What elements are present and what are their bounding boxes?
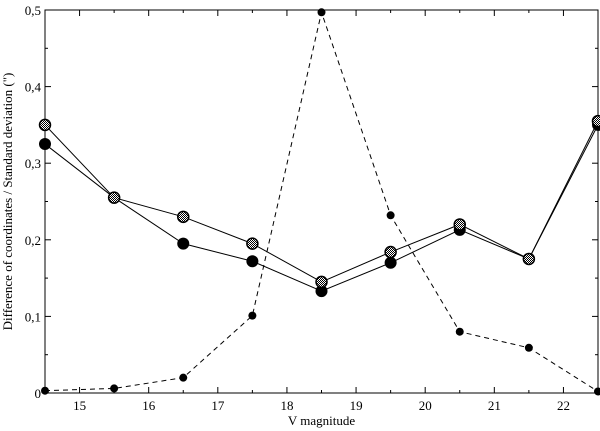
data-point (386, 211, 395, 220)
x-tick-label: 19 (350, 398, 363, 413)
data-point (246, 237, 259, 250)
data-point (315, 275, 328, 289)
series-3 (41, 8, 600, 396)
data-point (39, 138, 51, 151)
y-tick-label: 0,5 (25, 3, 41, 18)
axis-ticks: 15 16 17 18 19 20 21 22 0 0,1 0,2 0,3 0,4 0,5 (25, 3, 599, 413)
data-point (179, 373, 188, 382)
x-tick-label: 22 (557, 398, 570, 413)
data-point (522, 252, 536, 266)
x-tick-label: 16 (142, 398, 156, 413)
data-point (453, 218, 466, 231)
series-layer (38, 8, 600, 396)
data-point (591, 114, 600, 128)
data-point (455, 327, 464, 336)
x-tick-label: 18 (280, 398, 293, 413)
x-tick-label: 20 (419, 398, 432, 413)
y-tick-label: 0,2 (25, 233, 41, 248)
x-tick-label: 15 (73, 398, 86, 413)
x-tick-label: 17 (211, 398, 225, 413)
data-point (384, 245, 397, 259)
series-line (44, 124, 599, 292)
series-1 (39, 118, 600, 298)
y-tick-label: 0 (35, 386, 42, 401)
data-point (41, 386, 49, 395)
data-point (107, 191, 121, 204)
data-point (177, 210, 190, 224)
data-point (38, 118, 52, 132)
data-point (246, 255, 259, 268)
y-axis-label: Difference of coordinates / Standard dev… (0, 73, 15, 331)
y-tick-label: 0,3 (25, 156, 41, 171)
y-tick-label: 0,1 (25, 309, 41, 324)
series-line (44, 120, 599, 283)
data-point (110, 384, 119, 393)
data-point (524, 343, 533, 352)
series-2 (38, 114, 600, 289)
data-point (177, 237, 190, 250)
data-point (317, 8, 326, 17)
x-axis-label: V magnitude (288, 413, 356, 428)
y-tick-label: 0,4 (25, 80, 42, 95)
data-point (594, 387, 600, 396)
data-point (248, 311, 257, 320)
data-point (315, 285, 328, 298)
x-tick-label: 21 (488, 398, 501, 413)
data-point (384, 256, 397, 269)
